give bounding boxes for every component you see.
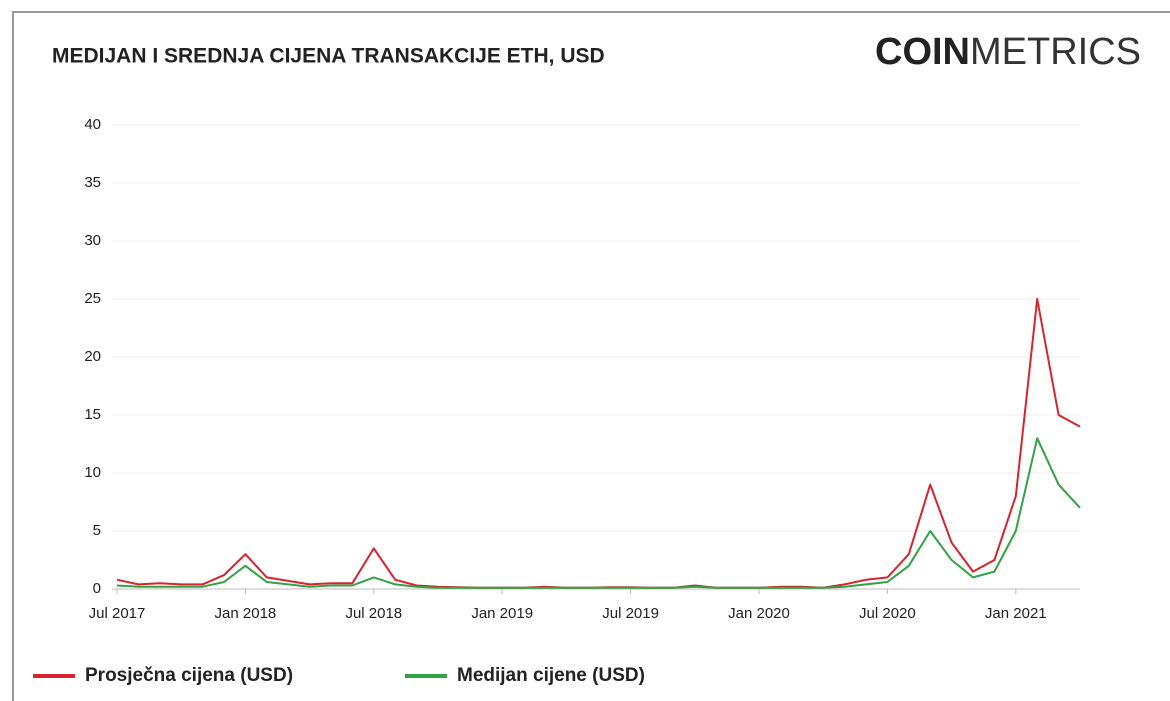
y-tick-label: 25 [84,290,101,307]
legend-label: Medijan cijene (USD) [457,665,645,686]
y-tick-label: 20 [84,348,101,365]
x-tick-label: Jan 2019 [471,605,533,622]
y-tick-label: 10 [84,464,101,481]
frame [12,11,1170,701]
x-tick-label: Jul 2017 [89,605,146,622]
y-tick-label: 40 [84,116,101,133]
logo-light: METRICS [970,31,1141,73]
y-tick-label: 30 [84,232,101,249]
y-tick-label: 35 [84,174,101,191]
x-tick-label: Jan 2020 [728,605,790,622]
x-tick-label: Jul 2019 [602,605,659,622]
x-tick-label: Jan 2018 [215,605,277,622]
logo: COINMETRICS [875,31,1141,73]
y-tick-label: 0 [93,580,101,597]
series-line [116,437,1081,589]
x-tick-label: Jul 2020 [859,605,916,622]
chart-title: MEDIJAN I SREDNJA CIJENA TRANSAKCIJE ETH… [52,45,605,68]
legend-label: Prosječna cijena (USD) [85,665,293,686]
logo-bold: COIN [875,31,970,73]
y-tick-label: 5 [93,522,101,539]
x-tick-label: Jul 2018 [345,605,402,622]
y-tick-label: 15 [84,406,101,423]
x-tick-label: Jan 2021 [985,605,1047,622]
